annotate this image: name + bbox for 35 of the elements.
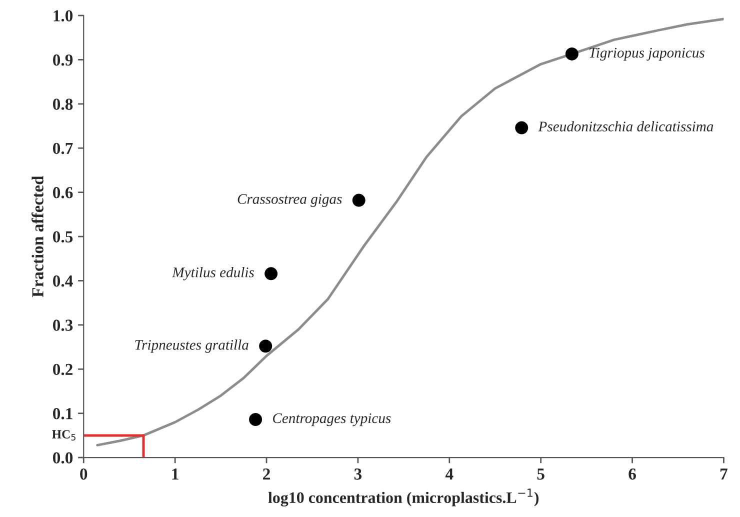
y-tick-label: 0.2 xyxy=(53,364,72,376)
x-tick-label: 5 xyxy=(537,468,544,480)
point xyxy=(249,413,262,426)
y-tick-label: 0.7 xyxy=(53,142,73,154)
y-tick-label: 0.5 xyxy=(53,231,73,243)
y-tick-label: 0.9 xyxy=(53,54,73,66)
x-tick-label: 2 xyxy=(263,468,270,480)
point xyxy=(264,267,278,280)
annotation: Pseudonitzschia delicatissima xyxy=(538,121,714,132)
y-tick-label: 0.4 xyxy=(53,275,73,287)
x-tick-label: 0 xyxy=(80,468,88,480)
y-tick-label: 0.3 xyxy=(53,320,73,331)
x-axis-title: log10 concentration (microplastics.L$^{−1}$) xyxy=(268,488,539,506)
x-tick-label: 4 xyxy=(445,468,454,480)
x-tick-label: 6 xyxy=(628,468,636,480)
x-tick-label: 3 xyxy=(354,468,362,480)
point xyxy=(259,340,272,353)
y-tick-label: 0.1 xyxy=(53,408,72,420)
annotation: Mytilus edulis xyxy=(172,267,254,280)
annotation: Tigriopus japonicus xyxy=(590,48,704,61)
x-tick-label: 1 xyxy=(172,468,178,480)
y-tick-label: 1.0 xyxy=(54,10,73,22)
point xyxy=(515,121,528,134)
y-tick-label: 0.0 xyxy=(53,452,73,464)
line-series xyxy=(96,18,724,446)
annotation: Crassostrea gigas xyxy=(238,194,342,207)
annotation: Tripneustes gratilla xyxy=(135,340,248,353)
y-axis-title: Fraction affected xyxy=(32,176,44,298)
point xyxy=(565,47,578,60)
y-tick-label: 0.8 xyxy=(53,98,73,110)
annotation: HC$_{5}$ xyxy=(52,430,76,441)
y-tick-label: 0.6 xyxy=(53,187,73,198)
x-tick-label: 7 xyxy=(720,468,728,480)
annotation: Centropages typicus xyxy=(273,413,391,426)
point xyxy=(352,194,366,207)
